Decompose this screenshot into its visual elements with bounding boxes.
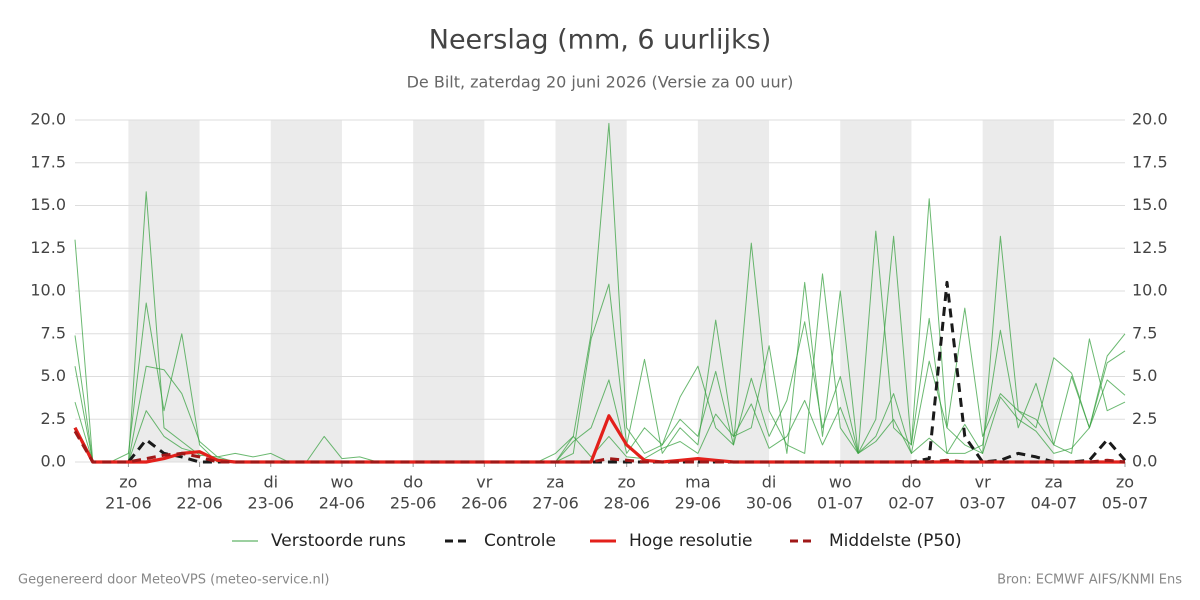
y-tick-label: 0.0 [41,452,66,471]
x-tick-label: za [546,473,564,492]
y-tick-label: 15.0 [30,195,66,214]
x-tick-label: zo [1116,473,1134,492]
y2-tick-label: 2.5 [1132,409,1157,428]
y-tick-label: 7.5 [41,323,66,342]
footer-right: Bron: ECMWF AIFS/KNMI Ens [997,573,1182,588]
footer-left: Gegenereerd door MeteoVPS (meteo-service… [18,573,329,588]
y-tick-label: 10.0 [30,281,66,300]
x-tick-label: do [403,473,423,492]
y2-tick-label: 10.0 [1132,281,1168,300]
x-tick-label: zo [618,473,636,492]
x-tick-label: ma [187,473,212,492]
chart-title: Neerslag (mm, 6 uurlijks) [429,25,771,56]
x-tick-label: di [762,473,777,492]
x-tick-date: 24-06 [319,494,366,513]
y2-tick-label: 0.0 [1132,452,1157,471]
y2-tick-label: 7.5 [1132,323,1157,342]
series-line [73,414,1125,464]
x-tick-date: 22-06 [176,494,223,513]
y-tick-label: 17.5 [30,152,66,171]
legend-label: Hoge resolutie [629,531,753,551]
y2-tick-label: 12.5 [1132,238,1168,257]
y-tick-label: 5.0 [41,366,66,385]
x-tick-label: di [263,473,278,492]
x-tick-label: vr [975,473,991,492]
x-tick-date: 30-06 [746,494,793,513]
legend-label: Middelste (P50) [829,531,962,551]
y-tick-label: 20.0 [30,110,66,129]
x-tick-date: 28-06 [603,494,650,513]
x-tick-label: zo [119,473,137,492]
x-tick-label: vr [476,473,492,492]
x-tick-date: 02-07 [888,494,935,513]
x-tick-date: 26-06 [461,494,508,513]
legend-label: Controle [484,531,556,551]
x-tick-date: 25-06 [390,494,437,513]
x-tick-date: 05-07 [1102,494,1149,513]
x-tick-label: wo [829,473,852,492]
x-tick-label: za [1045,473,1063,492]
y2-tick-label: 17.5 [1132,152,1168,171]
y2-tick-label: 15.0 [1132,195,1168,214]
x-tick-date: 04-07 [1031,494,1078,513]
x-tick-label: wo [331,473,354,492]
y-tick-label: 12.5 [30,238,66,257]
legend-label: Verstoorde runs [271,531,406,551]
x-tick-label: do [901,473,921,492]
y2-tick-label: 20.0 [1132,110,1168,129]
x-tick-label: ma [685,473,710,492]
y-tick-label: 2.5 [41,409,66,428]
x-tick-date: 03-07 [959,494,1006,513]
x-tick-date: 23-06 [248,494,295,513]
series-line [73,430,1126,464]
x-tick-date: 01-07 [817,494,864,513]
x-tick-date: 29-06 [675,494,722,513]
chart-subtitle: De Bilt, zaterdag 20 juni 2026 (Versie z… [407,73,794,92]
x-tick-date: 27-06 [532,494,579,513]
ensemble-line [74,122,1126,463]
x-tick-date: 21-06 [105,494,152,513]
y2-tick-label: 5.0 [1132,366,1157,385]
